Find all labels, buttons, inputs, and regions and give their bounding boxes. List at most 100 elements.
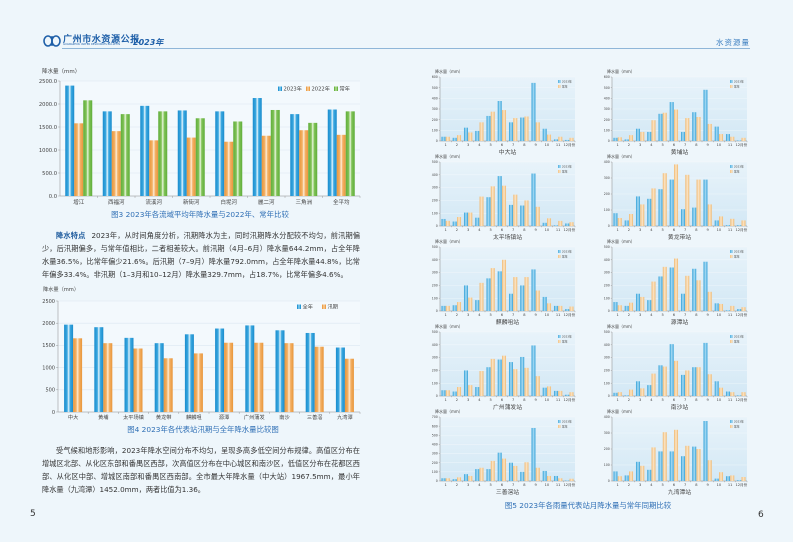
bar-primary <box>613 213 618 226</box>
legend-label: 常年 <box>562 85 568 89</box>
bar-tertiary <box>83 100 93 196</box>
bar-primary <box>463 285 468 311</box>
bar-secondary <box>457 217 462 226</box>
bar-secondary <box>558 136 563 141</box>
bar-primary <box>531 269 536 311</box>
legend-label: 常年 <box>562 255 568 259</box>
legend-label: 2023年 <box>734 165 744 169</box>
bar-secondary <box>502 110 507 141</box>
y-tick-label: 0 <box>52 410 55 416</box>
bar-secondary <box>674 429 679 481</box>
station-name: 广州蒲发站 <box>493 403 522 411</box>
y-tick-label: 400 <box>432 443 438 447</box>
x-tick-label: 11 <box>728 143 733 147</box>
bar-primary <box>441 218 446 226</box>
x-tick-label: 4 <box>478 483 481 487</box>
legend-label: 常年 <box>734 255 740 259</box>
bar-primary <box>692 268 697 311</box>
bar-primary <box>624 305 629 311</box>
y-axis-label: 降水量（mm） <box>607 153 635 159</box>
bar-secondary <box>513 465 518 481</box>
bar-primary <box>520 471 525 481</box>
bar-primary <box>692 112 697 141</box>
x-tick-label: 7 <box>512 483 514 487</box>
bar-secondary <box>674 258 679 311</box>
bar-secondary <box>445 136 450 141</box>
x-tick-label: 6 <box>501 483 504 487</box>
bar-primary <box>64 324 74 412</box>
bar-secondary <box>558 220 563 226</box>
bar-secondary <box>719 134 724 141</box>
x-tick-label: 4 <box>478 228 481 232</box>
y-tick-label: 400 <box>432 96 438 100</box>
x-tick-label: 10 <box>545 228 550 232</box>
bar-primary <box>714 478 719 481</box>
bar-secondary <box>662 432 667 481</box>
y-tick-label: 0 <box>608 139 610 143</box>
y-tick-label: 200 <box>604 118 610 122</box>
x-tick-label: 九湾潭 <box>337 413 353 421</box>
legend-swatch <box>730 250 733 253</box>
x-tick-label: 6 <box>673 398 676 402</box>
bar-secondary <box>547 303 552 311</box>
legend-label: 2023年 <box>562 250 572 254</box>
y-tick-label: 200 <box>432 461 438 465</box>
bar-secondary <box>490 268 495 311</box>
bar-secondary <box>696 117 701 141</box>
x-tick-label: 5 <box>489 143 491 147</box>
bar-secondary <box>524 367 529 396</box>
y-tick-label: 100 <box>432 470 438 474</box>
page-number-right: 6 <box>758 510 764 520</box>
station-name: 南沙站 <box>671 403 689 411</box>
bar-primary <box>497 452 502 481</box>
x-tick-label: 6 <box>501 313 504 317</box>
y-tick-label: 100 <box>432 211 438 215</box>
x-tick-label: 流溪河 <box>145 198 162 206</box>
bar-primary <box>680 131 685 141</box>
x-tick-label: 7 <box>684 398 686 402</box>
bar-primary <box>714 303 719 311</box>
bar-secondary <box>490 186 495 226</box>
bar-secondary <box>629 135 634 141</box>
bar-primary <box>680 456 685 481</box>
x-tick-label: 3 <box>639 313 641 317</box>
x-tick-label: 2 <box>456 398 458 402</box>
y-tick-label: 100 <box>604 208 610 212</box>
bar-secondary <box>73 338 83 412</box>
bar-secondary <box>457 387 462 396</box>
x-tick-label: 2 <box>628 398 630 402</box>
legend-swatch <box>558 170 561 173</box>
x-tick-label: 8 <box>695 398 698 402</box>
bar-primary <box>452 221 457 226</box>
bar-primary <box>624 139 629 141</box>
x-tick-label: 南沙 <box>279 413 289 421</box>
bar-secondary <box>685 445 690 481</box>
x-tick-label: 黄埔 <box>98 413 108 421</box>
y-tick-label: 0 <box>436 394 438 398</box>
legend-swatch <box>558 425 561 428</box>
x-tick-label: 7 <box>512 313 514 317</box>
bar-secondary <box>535 467 540 481</box>
bar-primary <box>703 179 708 226</box>
y-tick-label: 400 <box>432 343 438 347</box>
x-tick-label: 3 <box>467 398 469 402</box>
bar-secondary <box>719 303 724 311</box>
bar-secondary <box>224 141 234 196</box>
bar-primary <box>531 427 536 481</box>
bar-secondary <box>651 373 656 396</box>
bar-secondary <box>640 131 645 141</box>
paragraph-body: 2023年，从时间角度分析，汛期降水为主，同时汛期降水分配较不均匀，前汛期偏少，… <box>42 231 360 279</box>
legend-swatch <box>558 335 561 338</box>
bar-primary <box>520 117 525 141</box>
bar-primary <box>565 394 570 396</box>
x-tick-label: 3 <box>467 228 469 232</box>
x-tick-label: 3 <box>639 143 641 147</box>
y-tick-label: 0 <box>436 224 438 228</box>
bar-primary <box>441 305 446 311</box>
x-tick-label: 8 <box>695 313 698 317</box>
bar-primary <box>475 217 480 226</box>
x-tick-label: 源潭 <box>219 413 229 421</box>
bar-secondary <box>344 358 354 412</box>
